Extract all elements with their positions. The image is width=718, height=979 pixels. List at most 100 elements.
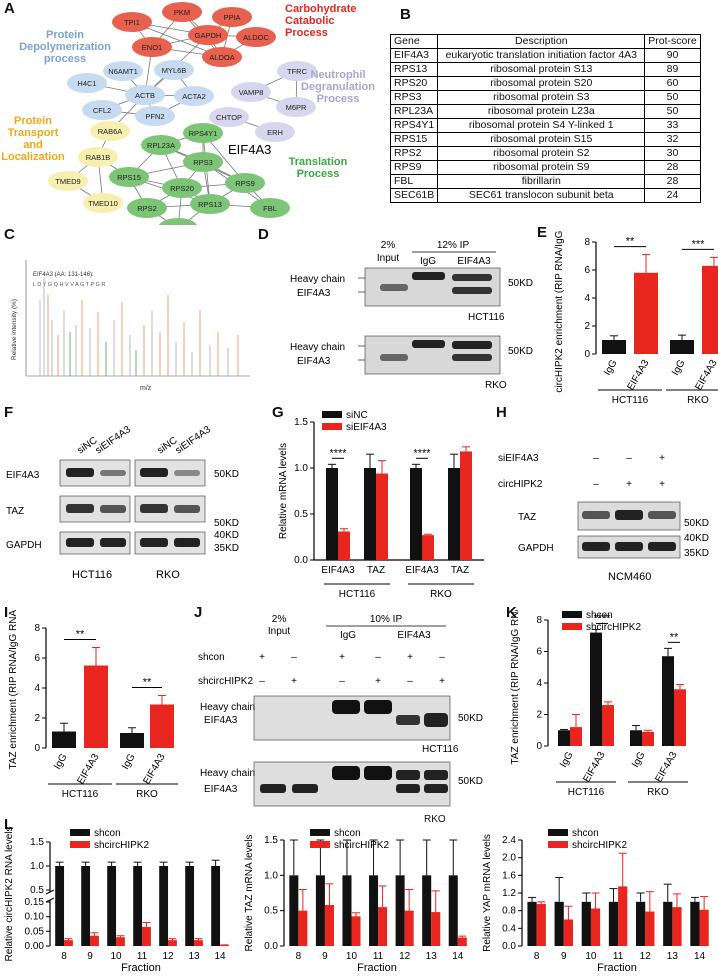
- bar: [315, 875, 325, 946]
- j-kd-2: 50KD: [458, 776, 483, 787]
- legend-label: siEIF4A3: [346, 422, 387, 433]
- bar: [84, 665, 108, 748]
- sign-mark: –: [259, 676, 265, 687]
- category-label: 11: [373, 951, 384, 962]
- panel-label-a: A: [4, 0, 15, 17]
- j-eif-label: EIF4A3: [397, 630, 431, 641]
- tick-label: 2: [34, 713, 40, 724]
- bar: [460, 451, 472, 560]
- tick-label: 0.8: [502, 906, 516, 917]
- bar: [168, 940, 177, 946]
- score-cell: 30: [644, 146, 701, 161]
- y-axis-label: Relative circHIPK2 RNA levels: [4, 826, 15, 961]
- sign-mark: –: [593, 453, 599, 464]
- legend-swatch: [562, 611, 582, 618]
- category-label: EIF4A3: [321, 565, 355, 576]
- description-cell: ribosomal protein S9: [437, 160, 646, 175]
- category-label: EIF4A3: [75, 752, 101, 787]
- sign-mark: –: [439, 652, 445, 663]
- y-axis-label: Relative TAZ mRNA levels: [244, 835, 255, 952]
- bar: [133, 866, 143, 946]
- significance-label: ****: [413, 447, 431, 459]
- bar: [663, 901, 673, 946]
- bar: [326, 468, 338, 560]
- category-label: 11: [613, 951, 624, 962]
- node-aldoa: ALDOA: [202, 47, 242, 67]
- node-erh: ERH: [255, 122, 295, 142]
- group-label: HCT116: [339, 589, 376, 600]
- category-label: 13: [667, 951, 679, 962]
- bar: [185, 866, 195, 946]
- node-rps2: RPS2: [127, 198, 167, 218]
- panel-label-c: C: [4, 226, 15, 243]
- bar: [289, 875, 299, 946]
- legend-swatch: [322, 423, 342, 430]
- description-cell: ribosomal protein S3: [437, 90, 646, 105]
- tick-label: 0.0: [294, 555, 308, 566]
- table-row: RPS2 ribosomal protein S2 30: [389, 146, 701, 161]
- category-label: EIF4A3: [581, 750, 607, 785]
- bar: [448, 875, 458, 946]
- group-label: Protein Transport and Localization: [1, 115, 65, 163]
- gene-cell: RPS9: [389, 160, 439, 175]
- bar: [674, 689, 686, 746]
- category-label: 8: [61, 951, 67, 962]
- legend-swatch: [562, 623, 582, 630]
- tick-label: 0.5: [264, 906, 278, 917]
- node-tmed10: TMED10: [83, 193, 123, 213]
- score-cell: 60: [644, 76, 701, 91]
- bar: [590, 632, 602, 746]
- bar: [662, 656, 674, 746]
- table-row: EIF4A3 eukaryotic translation initiation …: [389, 48, 701, 63]
- panel-label-d: D: [258, 226, 269, 243]
- category-label: 12: [399, 951, 411, 962]
- node-rps9: RPS9: [225, 173, 265, 193]
- d-eif-label: EIF4A3: [457, 256, 491, 267]
- sign-mark: +: [439, 676, 445, 687]
- bar: [211, 866, 221, 946]
- node-rps13: RPS13: [190, 194, 230, 214]
- category-label: 13: [188, 951, 200, 962]
- gene-cell: SEC61B: [389, 188, 439, 203]
- tick-label: 0: [536, 741, 542, 752]
- panel-label-k: K: [506, 604, 517, 621]
- d-heavy-1: Heavy chain: [290, 274, 345, 285]
- sign-mark: +: [407, 652, 413, 663]
- chart-e: 0 2 4 6 8 circHIPK2 enrichment (RIP RNA/IgG R…: [554, 230, 718, 406]
- category-label: IgG: [670, 358, 688, 378]
- tick-label: 6: [34, 653, 40, 664]
- tick-label: 8: [34, 623, 40, 634]
- description-cell: ribosomal protein S4 Y-linked 1: [437, 118, 646, 133]
- svg-text:CHTOP: CHTOP: [216, 113, 242, 122]
- category-label: 9: [561, 951, 567, 962]
- table-header: Description: [437, 34, 646, 49]
- group-label: HCT116: [568, 787, 605, 798]
- description-cell: eukaryotic translation initiation factor…: [437, 48, 646, 63]
- category-label: EIF4A3: [693, 358, 718, 393]
- legend-label: shcon: [572, 828, 599, 839]
- gene-cell: RPS13: [389, 62, 439, 77]
- tick-label: 1.0: [30, 861, 44, 872]
- description-cell: ribosomal protein S2: [437, 146, 646, 161]
- score-cell: 28: [644, 160, 701, 175]
- category-label: EIF4A3: [405, 565, 439, 576]
- node-pfn2: PFN2: [135, 106, 175, 126]
- score-cell: 50: [644, 104, 701, 119]
- svg-text:RPL23A: RPL23A: [147, 141, 175, 150]
- svg-text:TMED10: TMED10: [88, 199, 118, 208]
- tick-label: 0.5: [30, 885, 44, 896]
- bar: [448, 468, 460, 560]
- category-label: 8: [534, 951, 540, 962]
- panel-label-b: B: [400, 6, 411, 23]
- bar: [702, 265, 718, 354]
- tick-label: 0.0: [264, 941, 278, 952]
- sign-mark: +: [375, 676, 381, 687]
- node-chtop: CHTOP: [209, 107, 249, 127]
- tick-label: 0: [584, 349, 590, 360]
- node-cfl2: CFL2: [82, 100, 122, 120]
- bar: [699, 909, 709, 946]
- ms-title: EIF4A3 (AA: 131-146):: [33, 272, 94, 278]
- node-gapdh: GAPDH: [188, 25, 228, 45]
- d-cell-1: HCT116: [468, 312, 505, 323]
- tick-label: 2: [536, 710, 542, 721]
